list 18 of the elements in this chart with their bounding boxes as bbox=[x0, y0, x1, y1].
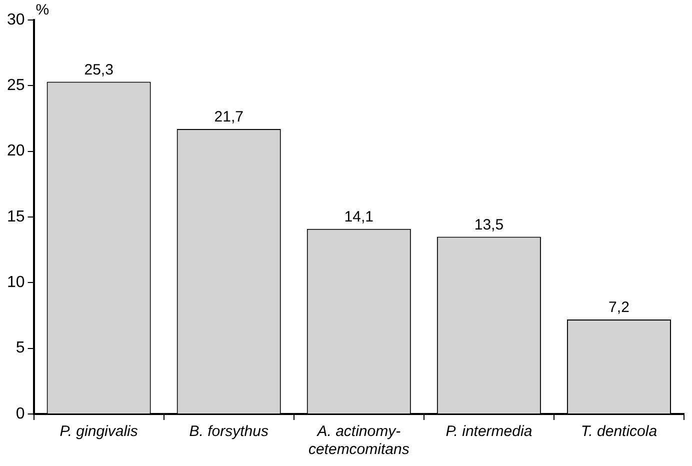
data-label: 13,5 bbox=[474, 216, 504, 234]
data-label: 25,3 bbox=[84, 61, 114, 78]
y-tick-label: 25 bbox=[7, 77, 25, 94]
y-tick-label: 20 bbox=[7, 142, 25, 160]
data-label: 7,2 bbox=[608, 299, 630, 316]
y-tick-label: 30 bbox=[7, 11, 25, 28]
y-tick-label: 5 bbox=[16, 340, 25, 357]
data-label: 21,7 bbox=[214, 108, 244, 126]
x-tick-label: A. actinomy-cetemcomitans bbox=[308, 423, 410, 458]
x-tick-label: B. forsythus bbox=[189, 423, 269, 440]
y-tick-label: 0 bbox=[16, 405, 25, 422]
x-tick-label: P. intermedia bbox=[446, 423, 532, 440]
y-tick-label: 10 bbox=[7, 274, 25, 292]
y-axis-title: % bbox=[36, 2, 50, 19]
y-tick-label: 15 bbox=[7, 208, 25, 226]
data-label: 14,1 bbox=[344, 208, 374, 226]
x-tick-label: P. gingivalis bbox=[60, 423, 138, 440]
x-tick-label: T. denticola bbox=[580, 423, 658, 440]
